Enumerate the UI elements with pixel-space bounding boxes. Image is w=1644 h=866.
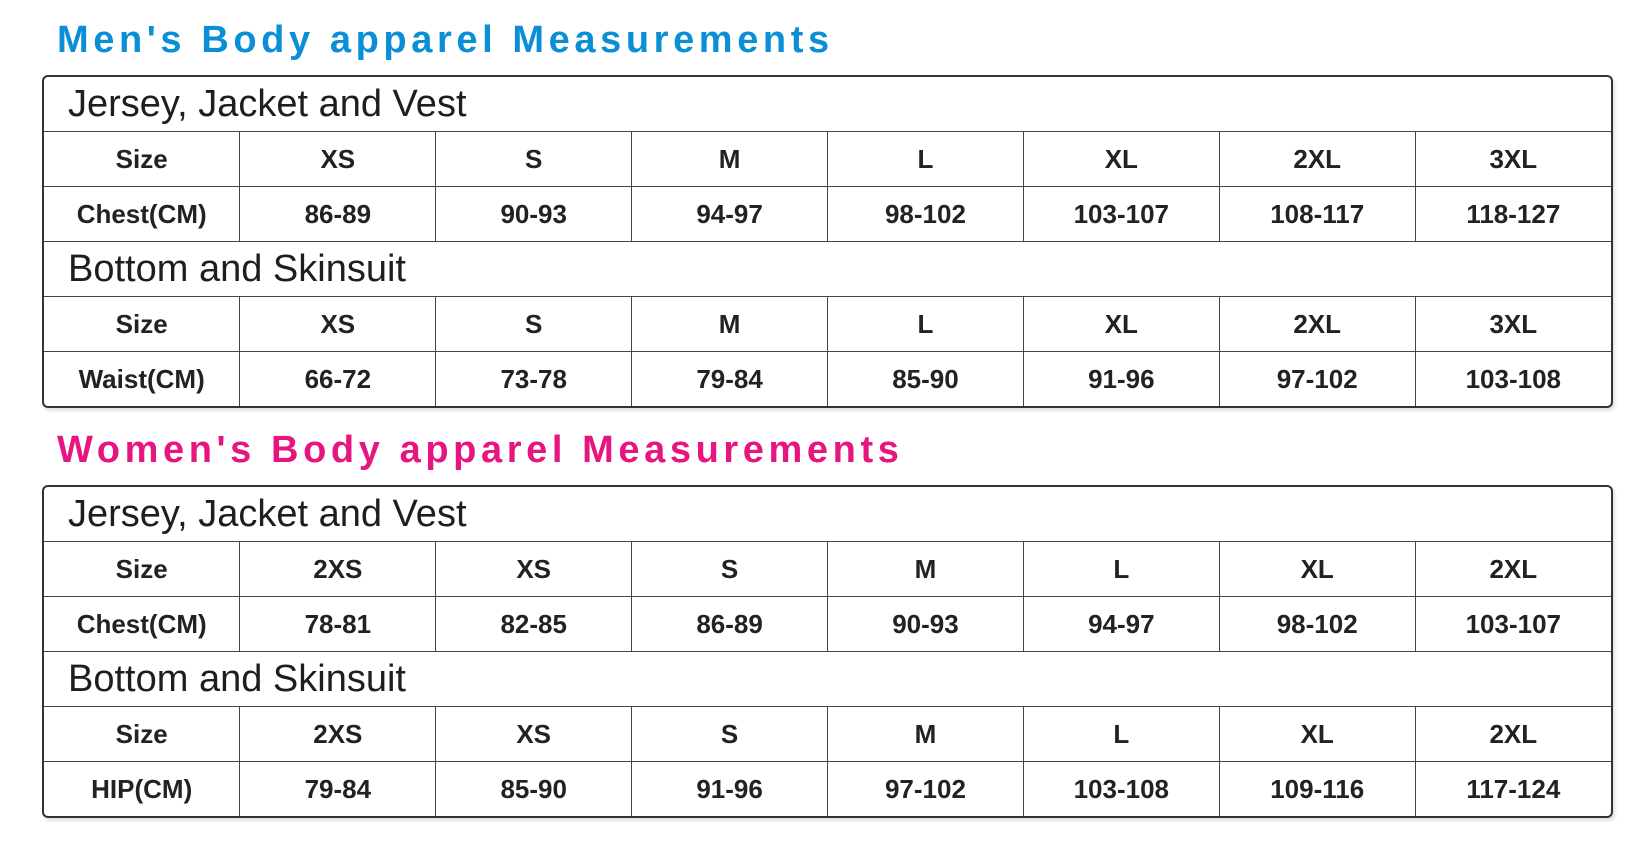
measurement-cell: 66-72	[239, 351, 437, 406]
size-cell: 2XL	[1414, 706, 1611, 762]
measurement-row: Waist(CM) 66-72 73-78 79-84 85-90 91-96 97-102…	[44, 351, 1611, 406]
size-cell: L	[1022, 706, 1220, 762]
measurement-cell: 79-84	[631, 351, 828, 406]
size-cell: 2XS	[239, 706, 437, 762]
size-cell: S	[631, 706, 828, 762]
measurement-cell: 94-97	[631, 186, 828, 242]
size-cell: XS	[239, 131, 437, 187]
size-label: Size	[44, 541, 241, 597]
size-cell: S	[435, 296, 633, 352]
measurement-cell: 103-108	[1414, 351, 1611, 406]
section-heading-row: Bottom and Skinsuit	[44, 241, 1611, 297]
measurement-cell: 97-102	[827, 761, 1024, 816]
measurement-cell: 85-90	[827, 351, 1024, 406]
size-label: Size	[44, 706, 241, 762]
size-cell: 2XL	[1414, 541, 1611, 597]
measurement-cell: 98-102	[1218, 596, 1416, 652]
size-cell: 2XS	[239, 541, 437, 597]
section-heading-row: Jersey, Jacket and Vest	[44, 487, 1611, 542]
measurement-cell: 103-108	[1022, 761, 1220, 816]
size-cell: XS	[435, 541, 633, 597]
measurement-row: HIP(CM) 79-84 85-90 91-96 97-102 103-108 109-1…	[44, 761, 1611, 816]
section-heading: Jersey, Jacket and Vest	[44, 487, 1611, 542]
size-cell: XL	[1022, 131, 1220, 187]
size-cell: 3XL	[1414, 296, 1611, 352]
measurement-cell: 109-116	[1218, 761, 1416, 816]
measurement-cell: 117-124	[1414, 761, 1611, 816]
size-cell: 3XL	[1414, 131, 1611, 187]
measurement-cell: 118-127	[1414, 186, 1611, 242]
measurement-cell: 78-81	[239, 596, 437, 652]
measurement-cell: 108-117	[1218, 186, 1416, 242]
measurement-cell: 82-85	[435, 596, 633, 652]
measurement-cell: 90-93	[827, 596, 1024, 652]
size-cell: 2XL	[1218, 296, 1416, 352]
size-cell: XS	[239, 296, 437, 352]
size-cell: L	[827, 296, 1024, 352]
measurement-row: Chest(CM) 86-89 90-93 94-97 98-102 103-107 108…	[44, 186, 1611, 242]
measurement-cell: 103-107	[1414, 596, 1611, 652]
measurement-label: HIP(CM)	[44, 761, 241, 816]
size-label: Size	[44, 296, 241, 352]
section-heading-row: Bottom and Skinsuit	[44, 651, 1611, 707]
size-row: Size XS S M L XL 2XL 3XL	[44, 131, 1611, 187]
size-cell: XL	[1218, 706, 1416, 762]
measurement-row: Chest(CM) 78-81 82-85 86-89 90-93 94-97 98-102…	[44, 596, 1611, 652]
measurement-cell: 86-89	[631, 596, 828, 652]
women-size-table: Jersey, Jacket and Vest Size 2XS XS S M L XL 2XL…	[42, 485, 1613, 818]
section-heading: Bottom and Skinsuit	[44, 241, 1611, 297]
measurement-cell: 86-89	[239, 186, 437, 242]
measurement-cell: 90-93	[435, 186, 633, 242]
size-cell: M	[631, 296, 828, 352]
size-row: Size 2XS XS S M L XL 2XL	[44, 706, 1611, 762]
size-cell: 2XL	[1218, 131, 1416, 187]
size-cell: M	[827, 541, 1024, 597]
section-heading: Jersey, Jacket and Vest	[44, 77, 1611, 132]
size-cell: XL	[1022, 296, 1220, 352]
size-label: Size	[44, 131, 241, 187]
measurement-cell: 103-107	[1022, 186, 1220, 242]
measurement-cell: 98-102	[827, 186, 1024, 242]
measurement-label: Chest(CM)	[44, 596, 241, 652]
measurement-cell: 94-97	[1022, 596, 1220, 652]
size-cell: S	[435, 131, 633, 187]
size-cell: XS	[435, 706, 633, 762]
measurement-cell: 91-96	[1022, 351, 1220, 406]
size-cell: XL	[1218, 541, 1416, 597]
size-row: Size XS S M L XL 2XL 3XL	[44, 296, 1611, 352]
size-cell: L	[827, 131, 1024, 187]
size-cell: M	[827, 706, 1024, 762]
measurement-cell: 85-90	[435, 761, 633, 816]
section-heading-row: Jersey, Jacket and Vest	[44, 77, 1611, 132]
size-cell: L	[1022, 541, 1220, 597]
measurement-cell: 97-102	[1218, 351, 1416, 406]
size-row: Size 2XS XS S M L XL 2XL	[44, 541, 1611, 597]
measurement-cell: 91-96	[631, 761, 828, 816]
measurement-cell: 79-84	[239, 761, 437, 816]
measurement-label: Chest(CM)	[44, 186, 241, 242]
section-heading: Bottom and Skinsuit	[44, 651, 1611, 707]
size-cell: M	[631, 131, 828, 187]
size-cell: S	[631, 541, 828, 597]
men-section-title: Men's Body apparel Measurements	[57, 19, 834, 61]
measurement-label: Waist(CM)	[44, 351, 241, 406]
measurement-cell: 73-78	[435, 351, 633, 406]
women-section-title: Women's Body apparel Measurements	[57, 429, 904, 471]
men-size-table: Jersey, Jacket and Vest Size XS S M L XL 2XL 3XL…	[42, 75, 1613, 408]
